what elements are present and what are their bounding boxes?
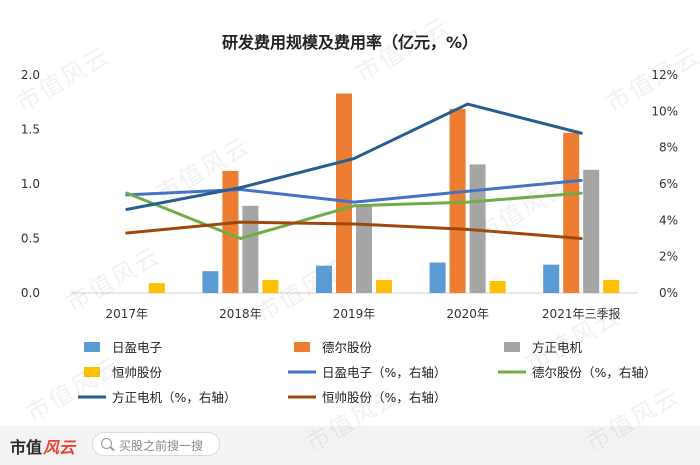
left-axis-tick-label: 1.0 <box>21 177 40 191</box>
legend-swatch <box>294 342 310 352</box>
bar <box>603 279 620 293</box>
x-axis-tick-label: 2018年 <box>219 307 262 321</box>
bar <box>262 279 279 293</box>
bar <box>336 93 352 293</box>
series-line <box>125 178 583 204</box>
bar <box>429 262 446 293</box>
bar <box>563 132 580 293</box>
left-axis-tick-label: 1.5 <box>21 123 40 137</box>
chart: 研发费用规模及费用率（亿元，%） 0.0 0.5 1.0 1.5 2.0 0% 2% 4% 6% 8… <box>21 33 678 405</box>
bar <box>148 283 165 293</box>
x-axis-tick-label: 2017年 <box>106 307 149 321</box>
left-axis-tick-label: 0.0 <box>21 286 40 300</box>
right-axis-tick-label: 2% <box>659 250 678 264</box>
bar <box>316 265 332 293</box>
x-axis-tick-label: 2020年 <box>446 307 489 321</box>
legend-label: 恒帅股份（%，右轴） <box>322 390 446 405</box>
search-box[interactable]: 买股之前搜一搜 <box>92 432 220 456</box>
brand-text: 市值 <box>10 438 43 457</box>
legend-swatch <box>504 342 520 352</box>
legend-label: 德尔股份（%，右轴） <box>532 365 656 380</box>
legend-label: 方正电机（%，右轴） <box>112 390 236 405</box>
series-line <box>125 102 583 211</box>
bar <box>356 204 372 293</box>
bar <box>489 281 506 293</box>
chart-title: 研发费用规模及费用率（亿元，%） <box>222 33 478 52</box>
bar <box>202 271 219 293</box>
bar <box>242 205 259 293</box>
bar <box>376 279 392 293</box>
right-axis-tick-label: 6% <box>659 177 678 191</box>
series-line <box>125 191 583 240</box>
right-axis-tick-label: 0% <box>659 286 678 300</box>
x-axis-tick-label: 2019年 <box>333 307 376 321</box>
legend-label: 日盈电子（%，右轴） <box>322 365 446 380</box>
footer-bar: 市值风云 买股之前搜一搜 <box>0 426 700 465</box>
left-axis-tick-label: 2.0 <box>21 68 40 82</box>
legend-label: 日盈电子 <box>112 340 162 355</box>
right-axis-tick-label: 12% <box>651 68 678 82</box>
legend-label: 德尔股份 <box>322 340 373 355</box>
legend-label: 恒帅股份 <box>112 365 163 380</box>
legend-label: 方正电机 <box>532 340 583 355</box>
x-axis-tick-label: 2021年三季报 <box>542 306 621 321</box>
right-axis-tick-label: 10% <box>651 104 678 118</box>
legend-swatch <box>84 342 100 352</box>
bar <box>222 170 239 293</box>
right-axis-tick-label: 4% <box>659 213 678 227</box>
bar <box>469 164 486 293</box>
bar <box>449 108 466 293</box>
series-line <box>125 220 583 240</box>
left-axis-tick-label: 0.5 <box>21 232 40 246</box>
legend-swatch <box>84 367 100 377</box>
bar <box>583 169 600 293</box>
search-placeholder: 买股之前搜一搜 <box>119 439 204 453</box>
brand-logo[interactable]: 市值风云 <box>10 434 75 458</box>
search-icon <box>101 438 112 449</box>
brand-mark: 风云 <box>43 438 76 457</box>
bar <box>543 264 560 293</box>
right-axis-tick-label: 8% <box>659 141 678 155</box>
